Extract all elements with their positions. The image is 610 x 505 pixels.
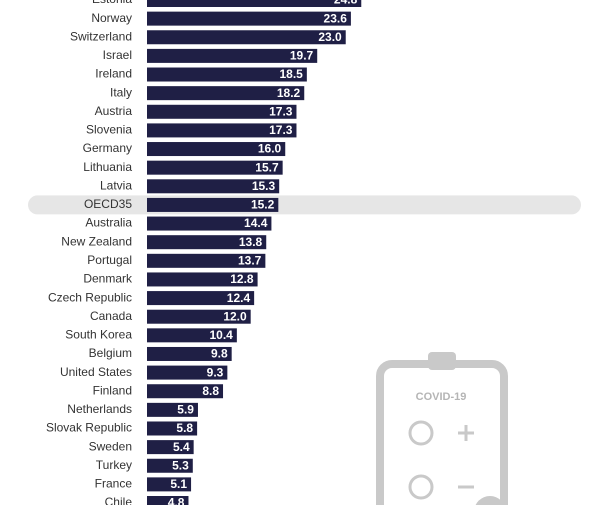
category-label: Ireland — [95, 67, 132, 81]
plot: Estonia 24.8 Norway 23.6 Switzerland 23.0 Isra… — [28, 0, 581, 505]
category-label: New Zealand — [61, 234, 132, 248]
bar — [147, 402, 198, 417]
value-label: 5.1 — [170, 477, 187, 491]
option-circle — [408, 420, 434, 446]
category-label: Belgium — [89, 346, 132, 360]
value-label: 10.4 — [209, 328, 233, 342]
category-label: Italy — [110, 85, 132, 99]
category-label: OECD35 — [84, 197, 132, 211]
bar — [147, 197, 279, 212]
bar — [147, 365, 228, 380]
bar — [147, 309, 251, 324]
bar — [147, 291, 255, 306]
bar — [147, 272, 258, 287]
bar — [147, 421, 198, 436]
category-label: Portugal — [87, 253, 132, 267]
value-label: 16.0 — [258, 142, 282, 156]
value-label: 4.8 — [168, 496, 185, 505]
value-label: 5.8 — [176, 421, 193, 435]
value-label: 23.0 — [318, 30, 342, 44]
category-label: Finland — [93, 383, 132, 397]
bar — [147, 30, 346, 45]
value-label: 13.8 — [239, 235, 263, 249]
value-label: 18.2 — [277, 86, 301, 100]
value-label: 9.3 — [207, 365, 224, 379]
bar — [147, 142, 286, 157]
option-circle — [408, 474, 434, 500]
category-label: Slovak Republic — [46, 421, 132, 435]
value-label: 12.8 — [230, 272, 254, 286]
value-label: 17.3 — [269, 104, 293, 118]
value-label: 15.2 — [251, 198, 275, 212]
bar — [147, 216, 272, 231]
category-label: Netherlands — [67, 402, 132, 416]
icon-label: COVID-19 — [416, 391, 467, 403]
category-label: Turkey — [96, 458, 132, 472]
category-label: South Korea — [65, 328, 132, 342]
category-label: France — [95, 477, 133, 491]
bar — [147, 0, 362, 7]
value-label: 15.7 — [255, 160, 279, 174]
category-label: Israel — [103, 48, 132, 62]
badge — [475, 496, 505, 505]
value-label: 18.5 — [279, 67, 303, 81]
category-label: Norway — [91, 11, 132, 25]
category-label: United States — [60, 365, 132, 379]
category-label: Denmark — [83, 272, 133, 286]
clipboard-icon — [376, 352, 508, 505]
bar — [147, 458, 193, 473]
bar — [147, 384, 224, 399]
category-label: Lithuania — [83, 160, 132, 174]
category-label: Austria — [95, 104, 133, 118]
value-label: 12.4 — [227, 291, 251, 305]
bar — [147, 86, 305, 101]
category-label: Sweden — [89, 439, 132, 453]
category-label: Canada — [90, 309, 132, 323]
value-label: 5.9 — [177, 403, 194, 417]
bar — [147, 104, 297, 119]
value-label: 14.4 — [244, 216, 268, 230]
value-label: 13.7 — [238, 253, 262, 267]
bar — [147, 496, 189, 505]
bar — [147, 48, 318, 63]
value-label: 19.7 — [290, 49, 314, 63]
bar — [147, 179, 280, 194]
category-label: Germany — [83, 141, 132, 155]
value-label: 23.6 — [324, 11, 348, 25]
bar — [147, 160, 283, 175]
value-label: 9.8 — [211, 347, 228, 361]
bar — [147, 67, 307, 82]
value-label: 24.8 — [334, 0, 358, 7]
category-label: Estonia — [92, 0, 132, 6]
bar — [147, 477, 192, 492]
clipboard-clip — [428, 352, 456, 370]
category-label: Chile — [105, 495, 133, 505]
bar — [147, 440, 194, 455]
bar — [147, 123, 297, 138]
category-label: Switzerland — [70, 29, 132, 43]
value-label: 15.3 — [252, 179, 276, 193]
bar — [147, 328, 237, 343]
value-label: 5.4 — [173, 440, 190, 454]
value-label: 8.8 — [202, 384, 219, 398]
value-label: 12.0 — [223, 309, 247, 323]
category-label: Latvia — [100, 178, 132, 192]
bar — [147, 11, 351, 26]
category-label: Australia — [85, 216, 132, 230]
bar — [147, 235, 267, 250]
value-label: 5.3 — [172, 458, 189, 472]
clipboard-board — [376, 360, 508, 505]
category-label: Czech Republic — [48, 290, 132, 304]
value-label: 17.3 — [269, 123, 293, 137]
category-label: Slovenia — [86, 123, 132, 137]
bar — [147, 346, 232, 361]
bar — [147, 253, 266, 268]
